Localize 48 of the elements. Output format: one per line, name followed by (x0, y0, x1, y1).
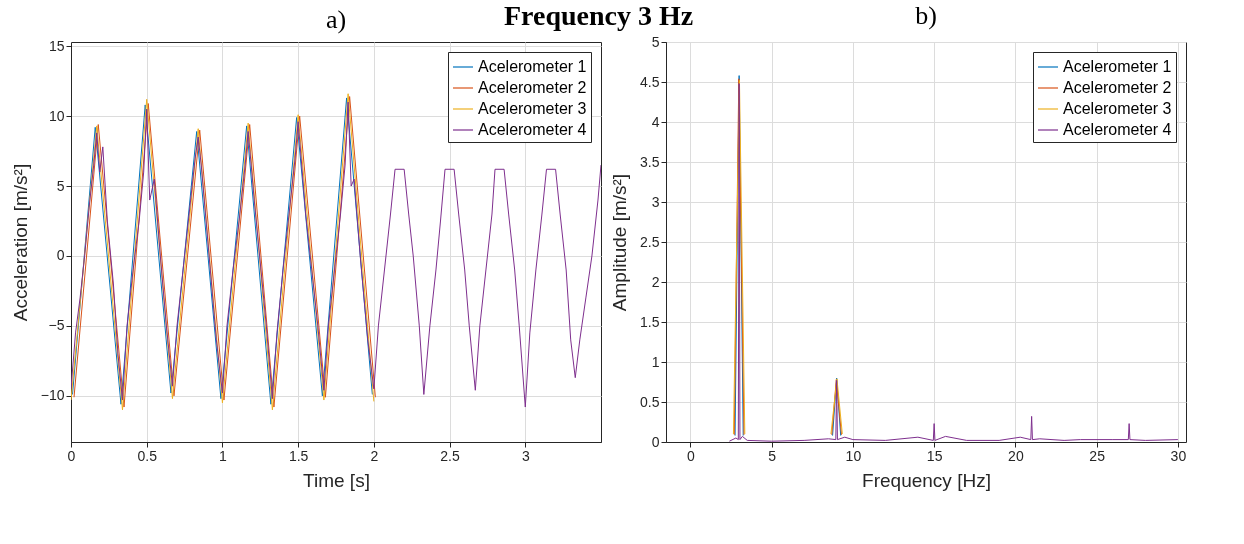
x-tick-label: 15 (926, 447, 943, 464)
legend-label: Acelerometer 2 (1063, 79, 1172, 96)
y-tick-label: 3 (651, 193, 660, 210)
x-tick-label: 0 (686, 447, 695, 464)
y-tick-label: 5 (56, 177, 65, 194)
legend-label: Acelerometer 3 (1063, 100, 1172, 117)
y-tick-label: 2.5 (640, 233, 660, 250)
y-tick-label: 0 (651, 433, 660, 450)
x-tick-label: 0 (67, 447, 76, 464)
legend-label: Acelerometer 3 (478, 100, 587, 117)
line-series (728, 83, 1179, 442)
legend-label: Acelerometer 4 (1063, 121, 1172, 138)
y-tick-label: 1.5 (640, 313, 660, 330)
line-series (71, 101, 601, 408)
y-tick-label: 2 (651, 273, 660, 290)
x-tick-label: 1.5 (288, 447, 309, 464)
y-tick-label: 4 (651, 113, 660, 130)
y-axis-title: Amplitude [m/s²] (609, 173, 631, 312)
x-tick-label: 2 (370, 447, 379, 464)
x-axis-title: Frequency [Hz] (862, 469, 991, 491)
text: Frequency 3 Hz (504, 0, 694, 31)
x-tick-label: 2.5 (440, 447, 461, 464)
y-tick-label: 0.5 (640, 393, 660, 410)
x-tick-label: 10 (845, 447, 862, 464)
x-tick-label: 5 (768, 447, 777, 464)
legend-label: Acelerometer 4 (478, 121, 587, 138)
y-tick-label: −5 (48, 317, 65, 334)
x-tick-label: 30 (1170, 447, 1187, 464)
y-tick-label: 5 (651, 33, 660, 50)
y-tick-label: 1 (651, 353, 660, 370)
x-tick-label: 0.5 (137, 447, 158, 464)
y-tick-label: 0 (56, 247, 65, 264)
chart-title: b) (915, 1, 937, 30)
x-tick-label: 20 (1008, 447, 1024, 464)
legend-label: Acelerometer 2 (478, 79, 587, 96)
x-tick-label: 1 (219, 447, 228, 464)
x-tick-label: 25 (1089, 447, 1106, 464)
y-tick-label: 15 (48, 37, 65, 54)
x-axis-title: Time [s] (303, 469, 370, 491)
y-tick-label: 10 (48, 107, 65, 124)
y-axis-title: Acceleration [m/s²] (9, 163, 31, 322)
chart-title: a) (325, 5, 347, 35)
y-tick-label: 4.5 (640, 73, 660, 90)
x-tick-label: 3 (521, 447, 530, 464)
legend-label: Acelerometer 1 (478, 58, 587, 75)
y-tick-label: −10 (40, 387, 65, 404)
y-tick-label: 3.5 (640, 153, 660, 170)
legend-label: Acelerometer 1 (1063, 58, 1172, 75)
